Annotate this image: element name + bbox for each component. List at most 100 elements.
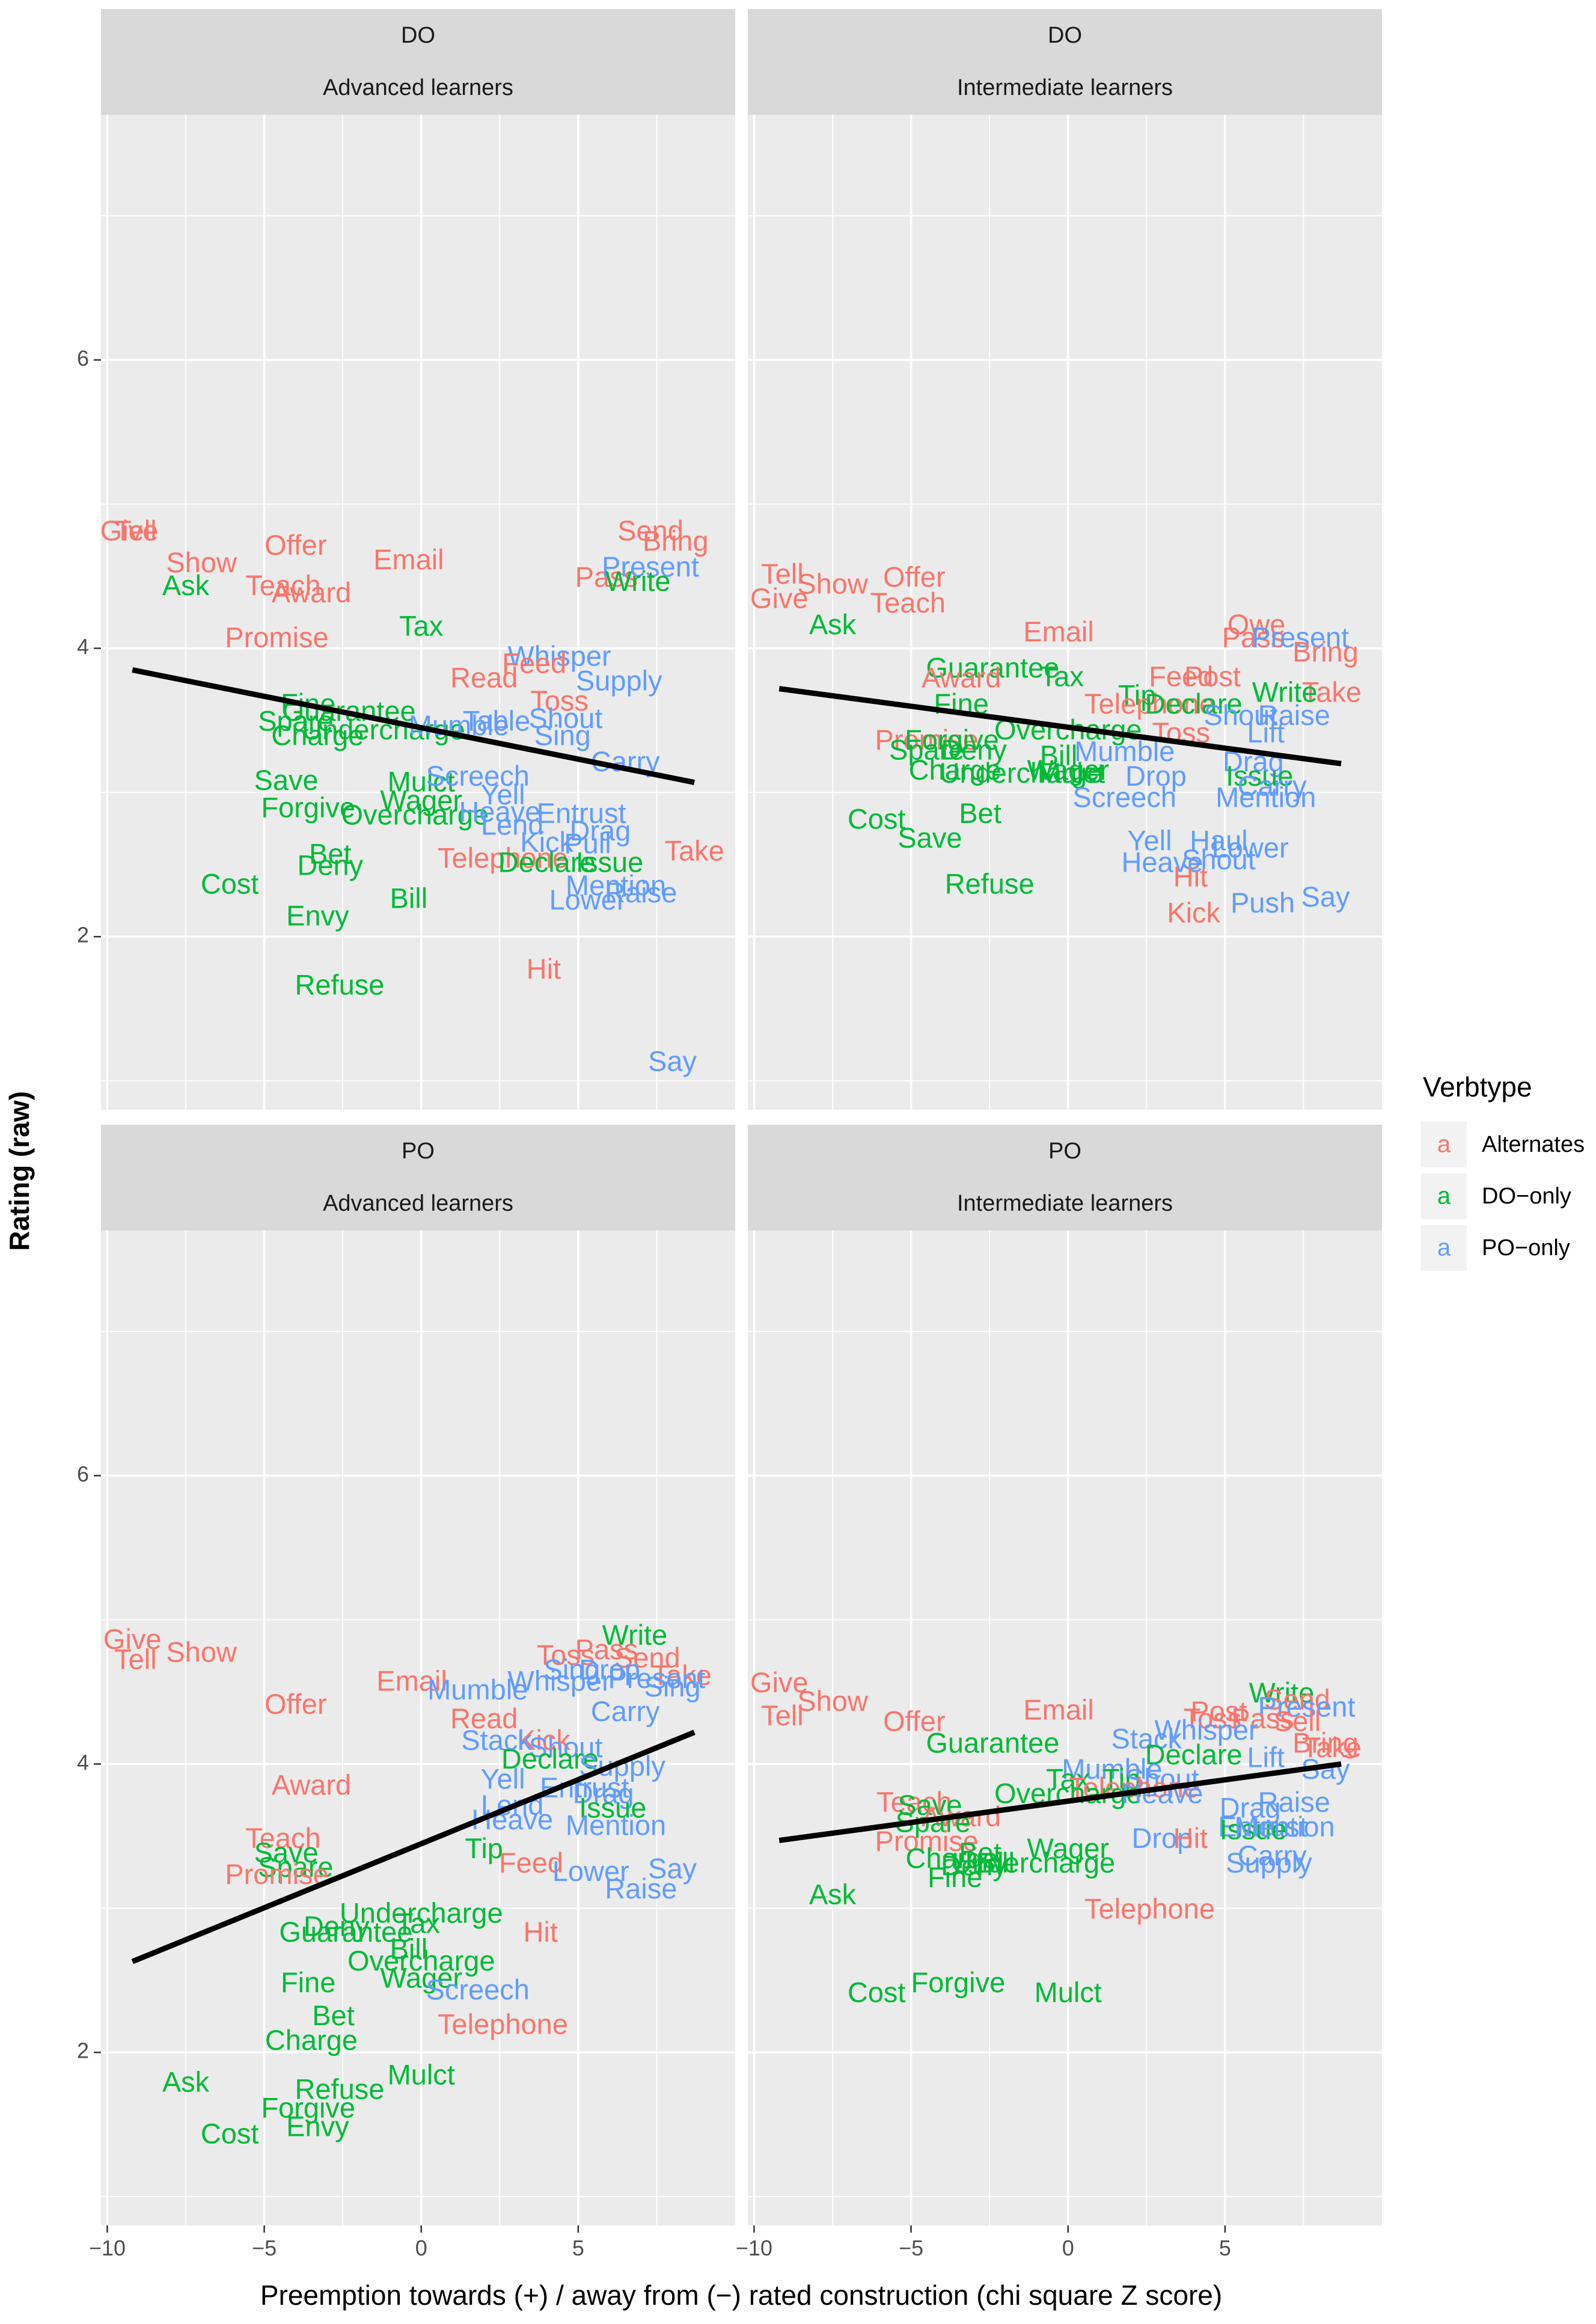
- point-label: Email: [376, 1665, 447, 1697]
- strip-construction-label: DO: [401, 23, 435, 48]
- point-label: Drop: [579, 1653, 640, 1685]
- point-label: Sell: [1274, 1705, 1321, 1737]
- point-label: Teach: [876, 1786, 952, 1818]
- point-label: Give: [750, 583, 809, 614]
- point-label: Deny: [297, 849, 363, 881]
- point-label: Guarantee: [926, 652, 1059, 683]
- strip-construction-label: DO: [1048, 23, 1082, 48]
- point-label: Refuse: [295, 2073, 384, 2105]
- legend-entry-label: Alternates: [1482, 1132, 1585, 1157]
- point-label: Say: [648, 1045, 697, 1077]
- point-label: Carry: [1238, 770, 1307, 802]
- point-label: Sing: [644, 1671, 701, 1702]
- point-label: Lower: [552, 1855, 629, 1887]
- point-label: Shout: [1204, 699, 1278, 731]
- point-label: Wager: [380, 1962, 462, 1994]
- panel-background: [101, 1231, 735, 2225]
- point-label: Sing: [543, 1653, 600, 1685]
- point-label: Award: [922, 662, 1001, 694]
- y-tick-label: 2: [77, 2038, 89, 2063]
- y-tick-label: 4: [77, 1750, 89, 1775]
- point-label: Mulct: [388, 765, 455, 797]
- legend-entry-label: PO−only: [1482, 1235, 1570, 1261]
- point-label: Drag: [1220, 1792, 1281, 1824]
- point-label: Issue: [579, 1792, 646, 1824]
- point-label: Bet: [312, 1999, 355, 2031]
- point-label: Bill: [390, 1933, 427, 1965]
- point-label: Kick: [520, 826, 573, 858]
- point-label: Tax: [1046, 1763, 1090, 1795]
- y-tick-label: 6: [77, 1461, 89, 1486]
- point-label: Shout: [1182, 843, 1256, 875]
- point-label: Envy: [286, 899, 349, 931]
- strip-learner-label: Intermediate learners: [957, 75, 1173, 100]
- legend-entries: a Alternates a DO−only a PO−only: [1421, 1122, 1585, 1271]
- point-label: Bill: [1040, 739, 1078, 771]
- point-label: Charge: [271, 720, 364, 751]
- point-label: Declare: [501, 1743, 599, 1775]
- strip-background: [101, 1125, 735, 1231]
- point-label: Heave: [1121, 846, 1203, 878]
- point-label: Feed: [1149, 660, 1213, 692]
- point-label: Heave: [459, 796, 540, 828]
- point-label: Send: [617, 515, 683, 546]
- point-label: Entrust: [1218, 1811, 1307, 1842]
- legend-entry-label: DO−only: [1482, 1184, 1571, 1209]
- point-label: Deny: [304, 1910, 370, 1942]
- point-label: Charge: [265, 2024, 358, 2056]
- point-label: Bring: [643, 525, 709, 557]
- point-label: Wager: [1027, 1832, 1109, 1864]
- point-label: Carry: [1238, 1839, 1307, 1871]
- point-label: Save: [254, 1836, 319, 1868]
- point-label: Email: [1023, 1694, 1094, 1726]
- point-label: Write: [1252, 676, 1318, 708]
- point-label: Raise: [605, 876, 677, 908]
- legend-key-background: [1421, 1173, 1467, 1219]
- point-label: Refuse: [945, 868, 1035, 900]
- point-label: Tip: [465, 1832, 503, 1864]
- point-label: Telephone: [1084, 1893, 1215, 1925]
- point-label: Push: [1231, 887, 1295, 919]
- point-label: Guarantee: [926, 1727, 1059, 1759]
- point-label: Fine: [281, 1966, 335, 1998]
- point-label: Post: [1190, 1695, 1247, 1727]
- point-label: Tax: [399, 610, 443, 641]
- point-label: Forgive: [905, 724, 999, 756]
- point-label: Present: [602, 551, 699, 583]
- point-label: Spare: [889, 734, 964, 766]
- point-label: Lift: [1247, 1741, 1285, 1773]
- point-label: Screech: [1073, 781, 1176, 813]
- point-label: Kick: [517, 1724, 570, 1756]
- point-label: Forgive: [261, 2092, 355, 2124]
- point-label: Mulct: [388, 2058, 455, 2090]
- point-label: Read: [450, 1702, 518, 1734]
- point-label: Take: [652, 1659, 712, 1691]
- point-label: Tax: [1040, 660, 1084, 692]
- point-label: Telephone: [1084, 688, 1215, 720]
- point-label: Bet: [959, 1836, 1001, 1868]
- point-label: Drop: [1131, 1822, 1193, 1854]
- axes-layer: 2 4 6 2 4 6 −10 −5 0 5 −10 −5 0 5: [77, 346, 1231, 2260]
- point-label: Screech: [426, 760, 530, 792]
- point-label: Raise: [605, 1873, 677, 1904]
- point-label: Issue: [1220, 1814, 1287, 1845]
- point-label: Forgive: [261, 792, 355, 824]
- point-label: Issue: [576, 846, 643, 878]
- point-label: Promise: [875, 724, 979, 756]
- legend: Verbtype a Alternates a DO−only a PO−only: [1421, 1071, 1585, 1271]
- point-label: Email: [373, 543, 444, 575]
- point-label: Wager: [380, 784, 462, 816]
- point-label: Show: [797, 1685, 869, 1717]
- regression-line: [131, 1729, 696, 1965]
- point-label: Write: [1249, 1677, 1314, 1708]
- point-label: Show: [166, 1636, 237, 1668]
- x-tick-label: 5: [572, 2236, 584, 2260]
- legend-key-glyph: a: [1437, 1131, 1451, 1158]
- point-label: Overcharge: [347, 1945, 495, 1977]
- point-label: Mulct: [1038, 757, 1105, 789]
- point-label: Supply: [1226, 1847, 1312, 1879]
- x-tick-label: −5: [899, 2236, 923, 2260]
- point-label: Mention: [566, 869, 666, 901]
